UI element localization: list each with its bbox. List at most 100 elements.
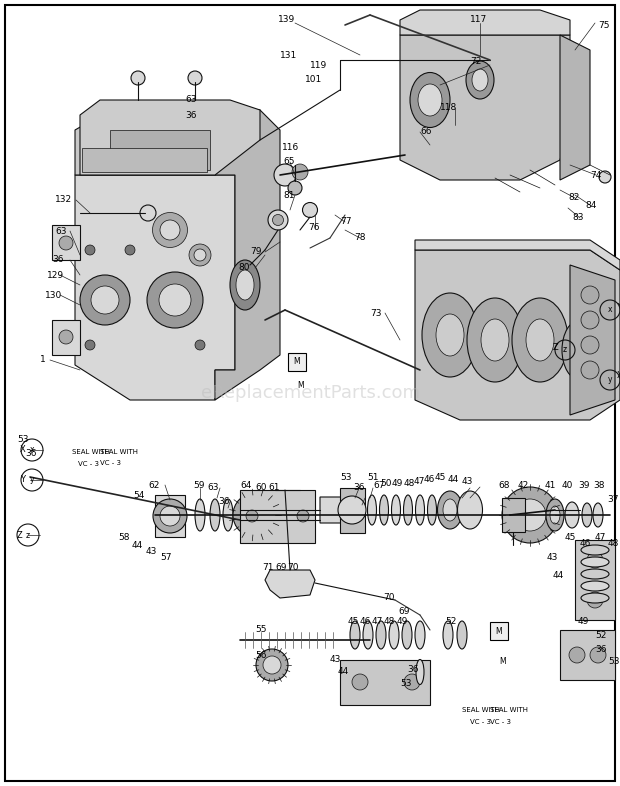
Ellipse shape	[550, 506, 560, 524]
Text: 39: 39	[578, 480, 590, 490]
Text: SEAL WITH: SEAL WITH	[100, 449, 138, 455]
Circle shape	[140, 205, 156, 221]
Ellipse shape	[443, 621, 453, 649]
Polygon shape	[575, 540, 615, 620]
Text: 83: 83	[572, 214, 583, 222]
Text: 101: 101	[305, 75, 322, 85]
Text: 48: 48	[608, 538, 619, 548]
Ellipse shape	[428, 495, 436, 525]
Ellipse shape	[581, 557, 609, 567]
Text: 68: 68	[498, 480, 510, 490]
Text: x: x	[608, 306, 613, 314]
Text: SEAL WITH: SEAL WITH	[490, 707, 528, 713]
Polygon shape	[110, 130, 210, 170]
Text: 74: 74	[590, 171, 601, 179]
Text: 72: 72	[470, 57, 481, 67]
Text: z: z	[563, 346, 567, 354]
Ellipse shape	[466, 61, 494, 99]
Text: 46: 46	[424, 476, 435, 484]
Ellipse shape	[571, 335, 589, 365]
Text: 1: 1	[40, 355, 46, 365]
Text: 41: 41	[545, 480, 556, 490]
Bar	[288, 353, 306, 371]
Polygon shape	[155, 495, 185, 537]
Ellipse shape	[389, 621, 399, 649]
Ellipse shape	[438, 491, 463, 529]
Text: 69: 69	[398, 608, 409, 616]
Text: M: M	[294, 358, 300, 366]
Text: 116: 116	[282, 144, 299, 152]
Ellipse shape	[195, 499, 205, 531]
Ellipse shape	[404, 495, 412, 525]
Text: 57: 57	[160, 553, 172, 563]
Text: 43: 43	[462, 478, 474, 487]
Text: 43: 43	[330, 656, 342, 664]
Circle shape	[581, 286, 599, 304]
Ellipse shape	[391, 495, 401, 525]
Text: 54: 54	[133, 490, 144, 499]
Text: 47: 47	[414, 478, 425, 487]
Text: 45: 45	[565, 534, 577, 542]
Circle shape	[147, 272, 203, 328]
Text: VC - 3: VC - 3	[490, 719, 510, 725]
Text: 49: 49	[397, 618, 409, 626]
Circle shape	[581, 311, 599, 329]
Text: 118: 118	[440, 104, 458, 112]
Text: 119: 119	[310, 61, 327, 69]
Text: 48: 48	[384, 618, 396, 626]
Circle shape	[159, 284, 191, 316]
Circle shape	[91, 286, 119, 314]
Text: 75: 75	[598, 20, 609, 30]
Circle shape	[569, 647, 585, 663]
Text: M: M	[297, 380, 304, 390]
Ellipse shape	[274, 164, 296, 186]
Text: 58: 58	[118, 532, 130, 542]
Ellipse shape	[415, 621, 425, 649]
Polygon shape	[75, 110, 260, 175]
Ellipse shape	[410, 72, 450, 127]
Circle shape	[246, 510, 258, 522]
Text: 45: 45	[348, 618, 360, 626]
Text: 49: 49	[578, 618, 590, 626]
Text: X: X	[20, 446, 26, 454]
Text: 67: 67	[373, 480, 384, 490]
Text: SEAL WITH: SEAL WITH	[462, 707, 500, 713]
Circle shape	[85, 340, 95, 350]
Text: 62: 62	[148, 480, 159, 490]
Polygon shape	[560, 630, 615, 680]
Ellipse shape	[379, 495, 389, 525]
Polygon shape	[570, 265, 615, 415]
Circle shape	[59, 236, 73, 250]
Ellipse shape	[467, 298, 523, 382]
Ellipse shape	[153, 212, 187, 248]
Ellipse shape	[582, 503, 592, 527]
Text: y: y	[30, 476, 34, 484]
Circle shape	[195, 340, 205, 350]
Circle shape	[587, 552, 603, 568]
Ellipse shape	[376, 621, 386, 649]
Text: 47: 47	[372, 618, 383, 626]
Ellipse shape	[562, 320, 598, 380]
Ellipse shape	[368, 495, 376, 525]
Circle shape	[502, 487, 558, 543]
Ellipse shape	[565, 502, 579, 528]
Ellipse shape	[402, 621, 412, 649]
Text: VC - 3: VC - 3	[470, 719, 491, 725]
Text: 59: 59	[193, 480, 205, 490]
Text: 69: 69	[275, 563, 286, 571]
Ellipse shape	[350, 621, 360, 649]
Text: 63: 63	[207, 483, 218, 493]
Text: VC - 3: VC - 3	[100, 460, 121, 466]
Ellipse shape	[418, 84, 442, 116]
Text: 44: 44	[553, 571, 564, 579]
Circle shape	[188, 71, 202, 85]
Ellipse shape	[546, 499, 564, 531]
Ellipse shape	[440, 495, 448, 525]
Text: 77: 77	[340, 218, 352, 226]
Text: 49: 49	[392, 479, 404, 489]
Polygon shape	[215, 110, 280, 400]
Polygon shape	[560, 35, 590, 180]
Text: 129: 129	[47, 270, 64, 280]
Text: 117: 117	[470, 16, 487, 24]
Polygon shape	[340, 488, 365, 533]
